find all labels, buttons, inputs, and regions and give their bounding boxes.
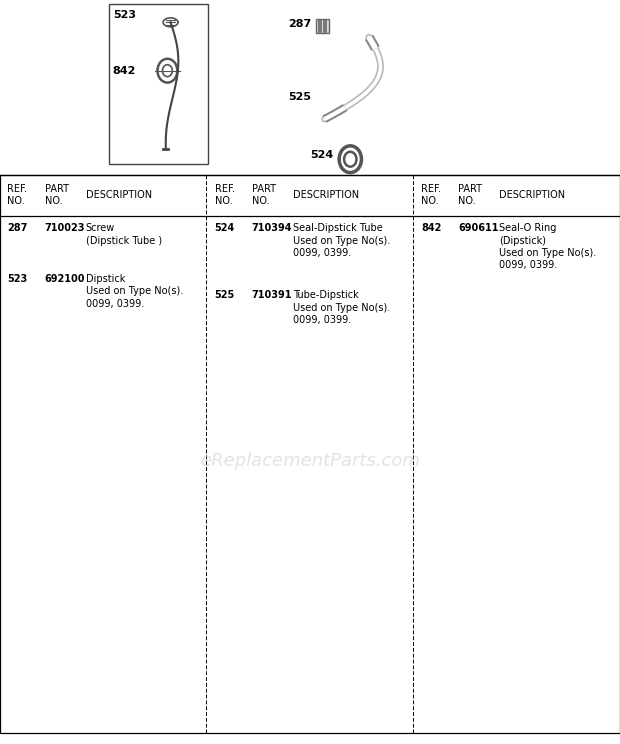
Text: 523: 523 [113, 10, 136, 19]
Text: REF.
NO.: REF. NO. [421, 185, 441, 206]
Text: 287: 287 [288, 19, 312, 28]
Text: PART
NO.: PART NO. [45, 185, 69, 206]
Text: 524: 524 [215, 223, 235, 233]
Text: Tube-Dipstick
Used on Type No(s).
0099, 0399.: Tube-Dipstick Used on Type No(s). 0099, … [293, 290, 390, 325]
Text: REF.
NO.: REF. NO. [7, 185, 27, 206]
Text: 842: 842 [421, 223, 441, 233]
Text: 710023: 710023 [45, 223, 85, 233]
Text: 287: 287 [7, 223, 28, 233]
Text: Screw
(Dipstick Tube ): Screw (Dipstick Tube ) [86, 223, 162, 246]
Text: 710391: 710391 [252, 290, 292, 300]
Text: 842: 842 [113, 65, 136, 76]
Text: eReplacementParts.com: eReplacementParts.com [200, 452, 420, 470]
Text: Dipstick
Used on Type No(s).
0099, 0399.: Dipstick Used on Type No(s). 0099, 0399. [86, 274, 183, 309]
Bar [316, 19, 329, 33]
Text: Seal-Dipstick Tube
Used on Type No(s).
0099, 0399.: Seal-Dipstick Tube Used on Type No(s). 0… [293, 223, 390, 258]
Text: 690611: 690611 [458, 223, 498, 233]
Bar [0, 175, 620, 733]
Text: DESCRIPTION: DESCRIPTION [86, 190, 152, 200]
Text: PART
NO.: PART NO. [458, 185, 482, 206]
Text: Seal-O Ring
(Dipstick)
Used on Type No(s).
0099, 0399.: Seal-O Ring (Dipstick) Used on Type No(s… [499, 223, 596, 270]
Text: 525: 525 [215, 290, 235, 300]
Text: 523: 523 [7, 274, 28, 283]
Text: 710394: 710394 [252, 223, 292, 233]
Text: REF.
NO.: REF. NO. [215, 185, 234, 206]
Text: 692100: 692100 [45, 274, 85, 283]
Text: DESCRIPTION: DESCRIPTION [293, 190, 359, 200]
Bar [108, 4, 208, 164]
Text: 524: 524 [310, 150, 334, 160]
Text: PART
NO.: PART NO. [252, 185, 276, 206]
Text: 525: 525 [288, 92, 311, 102]
Text: DESCRIPTION: DESCRIPTION [499, 190, 565, 200]
